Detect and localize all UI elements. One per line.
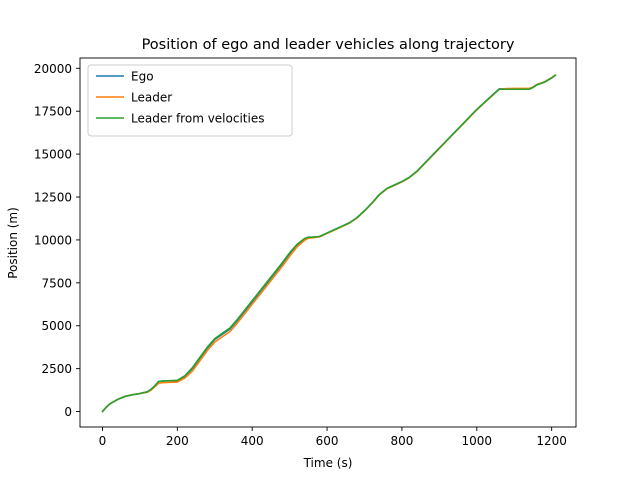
y-tick-label: 17500 xyxy=(34,105,72,119)
legend-label-1: Ego xyxy=(131,70,154,84)
x-tick-label: 400 xyxy=(241,434,264,448)
legend-box xyxy=(87,64,293,137)
legend-label-2: Leader xyxy=(131,91,172,105)
y-tick-label: 0 xyxy=(64,405,72,419)
y-tick-label: 15000 xyxy=(34,148,72,162)
x-tick-label: 200 xyxy=(166,434,189,448)
x-tick-label: 800 xyxy=(390,434,413,448)
x-tick-label: 1000 xyxy=(462,434,493,448)
y-tick-label: 12500 xyxy=(34,191,72,205)
x-tick-label: 1200 xyxy=(536,434,567,448)
y-tick-label: 20000 xyxy=(34,62,72,76)
axes-layer: 0 200 400 600 800 1000 1200 0 2500 5000 7500 10000 1… xyxy=(34,57,577,448)
series-layer xyxy=(101,74,557,413)
y-tick-label: 10000 xyxy=(34,233,72,247)
x-tick-label: 0 xyxy=(99,434,107,448)
legend-label-3: Leader from velocities xyxy=(131,112,264,126)
y-axis-title: Position (m) xyxy=(6,207,20,279)
y-tick-label: 7500 xyxy=(41,276,72,290)
x-axis-title: Time (s) xyxy=(303,456,353,470)
series-line-3 xyxy=(101,74,557,413)
legend: Ego Leader Leader from velocities xyxy=(87,64,293,137)
chart-title: Position of ego and leader vehicles alon… xyxy=(142,37,515,53)
y-tick-label: 2500 xyxy=(41,362,72,376)
y-tick-label: 5000 xyxy=(41,319,72,333)
x-tick-label: 600 xyxy=(316,434,339,448)
plot-frame xyxy=(79,57,577,428)
